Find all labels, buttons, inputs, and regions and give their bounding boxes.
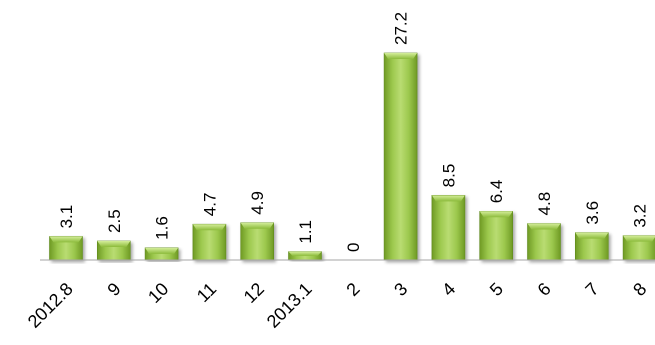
- category-label-9: 9: [103, 279, 124, 300]
- category-label-3: 3: [390, 279, 411, 300]
- category-label-8: 8: [629, 279, 650, 300]
- value-label-11: 4.7: [200, 193, 219, 217]
- category-label-10: 10: [144, 279, 172, 307]
- value-label-8: 3.2: [631, 204, 650, 228]
- category-label-7: 7: [581, 279, 602, 300]
- category-label-2012.8: 2012.8: [24, 279, 77, 332]
- category-label-5: 5: [486, 279, 507, 300]
- bar-cap-12: [240, 222, 274, 229]
- value-label-6: 4.8: [535, 192, 554, 216]
- bar-cap-11: [192, 224, 226, 231]
- bar-6: [527, 223, 561, 261]
- category-label-6: 6: [534, 279, 555, 300]
- bar-cap-9: [97, 240, 131, 247]
- bar-3: [383, 52, 418, 261]
- category-label-2: 2: [342, 279, 363, 300]
- value-label-9: 2.5: [105, 209, 124, 233]
- bar-5: [479, 211, 514, 261]
- bar-cap-2012.8: [49, 236, 83, 243]
- value-label-2012.8: 3.1: [57, 205, 76, 229]
- category-label-2013.1: 2013.1: [263, 279, 316, 332]
- value-label-2: 0: [344, 243, 363, 252]
- value-label-2013.1: 1.1: [296, 220, 315, 244]
- bar-cap-3: [384, 53, 418, 59]
- value-labels-group: 3.1 2.5 1.6 4.7 4.9 1.1 0 27.2 8.5 6.4 4.8 3.6 3.2: [57, 12, 650, 252]
- category-label-11: 11: [193, 279, 220, 306]
- value-label-12: 4.9: [248, 191, 267, 215]
- bar-cap-8: [623, 235, 655, 242]
- value-label-7: 3.6: [583, 201, 602, 225]
- bar-4: [431, 195, 466, 261]
- value-label-4: 8.5: [439, 164, 458, 188]
- bar-cap-2013.1: [288, 251, 322, 256]
- bar-cap-5: [479, 211, 513, 218]
- value-label-3: 27.2: [392, 12, 411, 45]
- value-label-10: 1.6: [153, 216, 172, 240]
- category-label-12: 12: [240, 279, 268, 307]
- category-label-4: 4: [438, 279, 459, 300]
- value-label-5: 6.4: [487, 180, 506, 204]
- bars-group: [49, 52, 655, 261]
- bar-cap-7: [575, 232, 609, 239]
- bar-cap-4: [431, 195, 465, 202]
- bar-cap-10: [145, 247, 179, 254]
- bar-cap-6: [527, 223, 561, 230]
